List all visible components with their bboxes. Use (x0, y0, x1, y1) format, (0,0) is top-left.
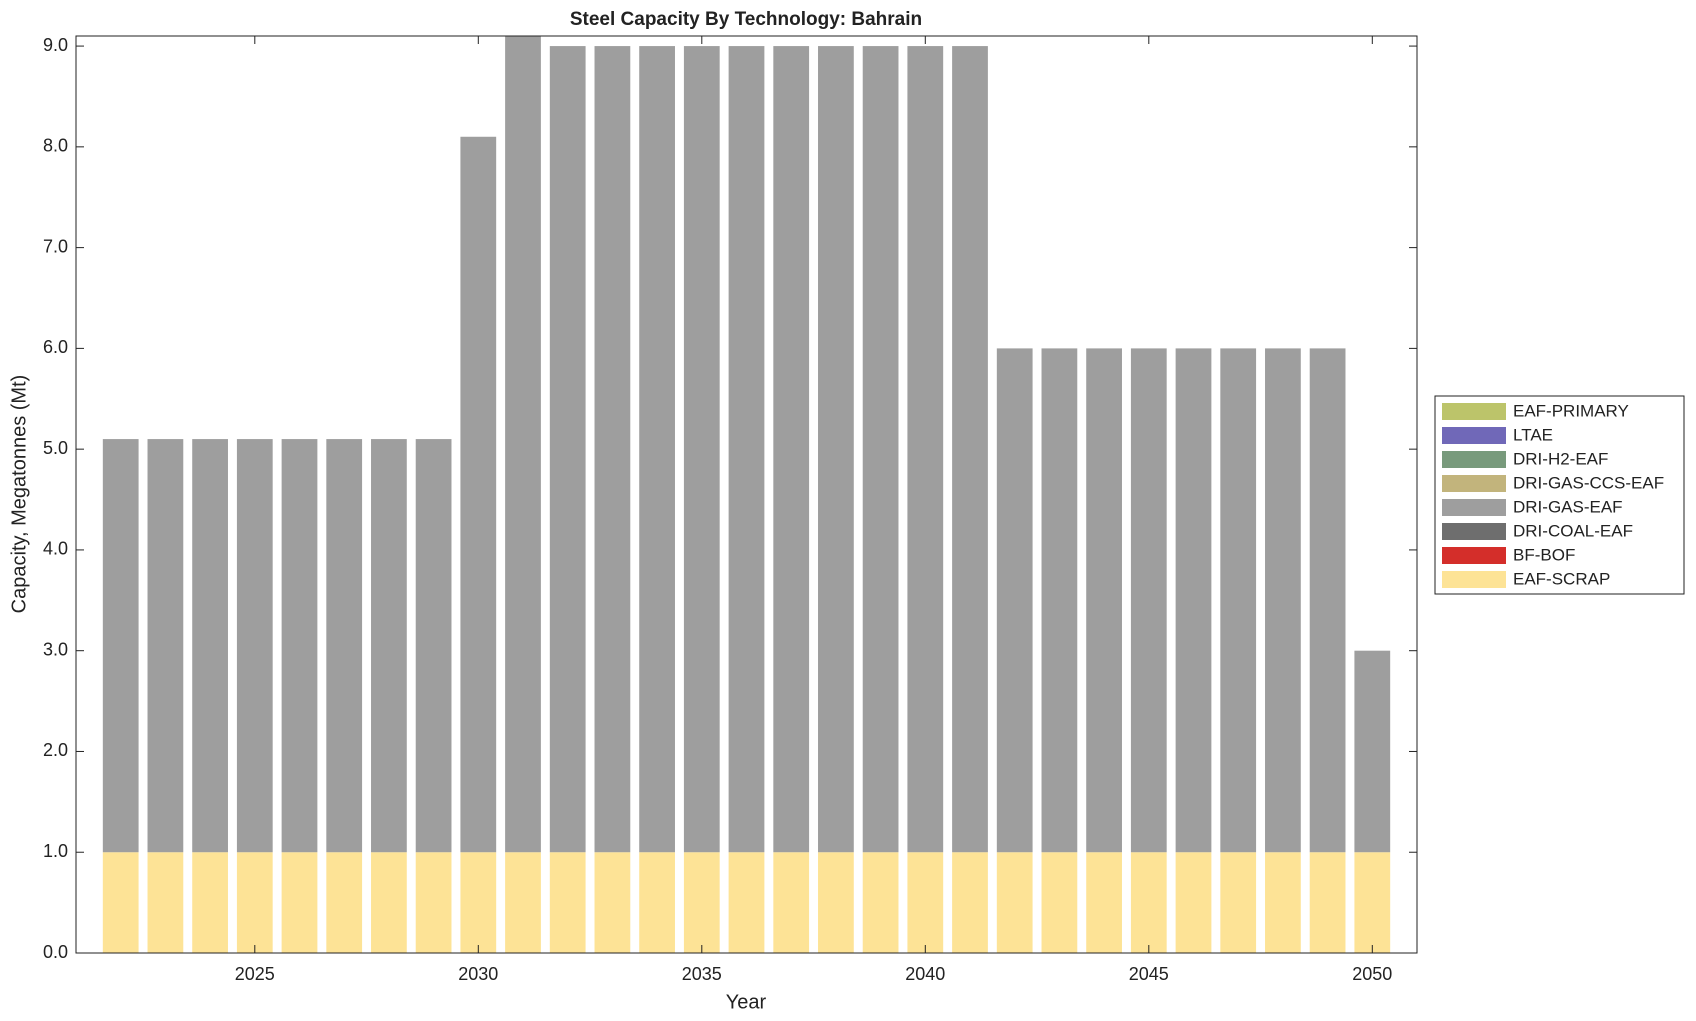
x-tick-label: 2035 (682, 964, 722, 984)
bar-segment (192, 439, 228, 853)
bar-segment (639, 46, 675, 853)
bar-segment (1175, 852, 1212, 953)
legend-swatch (1442, 499, 1506, 516)
bar-segment (1309, 348, 1346, 853)
bar-segment (907, 852, 944, 953)
bar-segment (818, 46, 854, 853)
bar-segment (594, 46, 631, 853)
bar-segment (952, 852, 988, 953)
bar-segment (192, 852, 228, 953)
bar-segment (818, 852, 854, 953)
x-tick-label: 2045 (1129, 964, 1169, 984)
bar-segment (1086, 852, 1122, 953)
bar-segment (281, 852, 318, 953)
legend-swatch (1442, 403, 1506, 420)
bar-segment (683, 46, 720, 853)
bar-segment (1041, 348, 1078, 853)
bar-segment (236, 439, 273, 853)
bar-segment (147, 439, 184, 853)
bar-segment (326, 439, 363, 853)
x-tick-label: 2050 (1352, 964, 1392, 984)
plot-frame (75, 35, 1418, 954)
legend-label: LTAE (1513, 425, 1553, 444)
bar-segment (505, 852, 541, 953)
y-tick-label: 5.0 (43, 438, 68, 458)
y-tick-label: 2.0 (43, 740, 68, 760)
bar-segment (594, 852, 631, 953)
legend-label: DRI-H2-EAF (1513, 449, 1608, 468)
x-tick-label: 2040 (905, 964, 945, 984)
bar-segment (281, 439, 318, 853)
bar-segment (728, 46, 765, 853)
bar-segment (952, 46, 988, 853)
bar-segment (1354, 852, 1391, 953)
bar-segment (1354, 650, 1391, 853)
y-tick-label: 6.0 (43, 337, 68, 357)
bar-segment (505, 36, 541, 853)
bar-segment (996, 348, 1033, 853)
bar-segment (460, 136, 497, 853)
legend-swatch (1442, 547, 1506, 564)
y-tick-label: 1.0 (43, 841, 68, 861)
bar-segment (1086, 348, 1122, 853)
bar-segment (147, 852, 184, 953)
bar-segment (236, 852, 273, 953)
bar-segment (1041, 852, 1078, 953)
bar-segment (415, 439, 452, 853)
y-tick-label: 8.0 (43, 136, 68, 156)
legend-swatch (1442, 523, 1506, 540)
bar-segment (371, 439, 407, 853)
legend-label: EAF-PRIMARY (1513, 401, 1629, 420)
y-tick-label: 7.0 (43, 236, 68, 256)
bar-segment (862, 852, 899, 953)
y-tick-label: 9.0 (43, 35, 68, 55)
bar-segment (1175, 348, 1212, 853)
legend-swatch (1442, 475, 1506, 492)
legend-label: DRI-COAL-EAF (1513, 521, 1633, 540)
bar-segment (326, 852, 363, 953)
y-axis-label: Capacity, Megatonnes (Mt) (8, 375, 30, 614)
y-tick-label: 4.0 (43, 539, 68, 559)
bar-segment (773, 852, 810, 953)
legend-label: BF-BOF (1513, 545, 1575, 564)
bar-segment (907, 46, 944, 853)
x-axis-label: Year (726, 991, 767, 1013)
legend-label: DRI-GAS-EAF (1513, 497, 1623, 516)
bar-segment (371, 852, 407, 953)
bar-segment (1265, 348, 1301, 853)
bar-segment (773, 46, 810, 853)
chart-title: Steel Capacity By Technology: Bahrain (570, 9, 922, 30)
bar-segment (639, 852, 675, 953)
x-tick-label: 2025 (235, 964, 275, 984)
y-tick-label: 0.0 (43, 942, 68, 962)
bar-segment (1220, 348, 1257, 853)
bar-segment (415, 852, 452, 953)
bar-segment (460, 852, 497, 953)
bar-segment (102, 439, 139, 853)
y-tick-label: 3.0 (43, 639, 68, 659)
bar-segment (996, 852, 1033, 953)
bar-segment (549, 852, 586, 953)
legend-swatch (1442, 451, 1506, 468)
bar-segment (1309, 852, 1346, 953)
bar-segment (728, 852, 765, 953)
bar-segment (1130, 348, 1167, 853)
legend-label: DRI-GAS-CCS-EAF (1513, 473, 1664, 492)
bar-segment (102, 852, 139, 953)
x-tick-label: 2030 (458, 964, 498, 984)
bar-segment (1130, 852, 1167, 953)
legend-swatch (1442, 427, 1506, 444)
bar-segment (549, 46, 586, 853)
legend-label: EAF-SCRAP (1513, 569, 1610, 588)
bar-segment (1220, 852, 1257, 953)
bar-segment (1265, 852, 1301, 953)
legend-swatch (1442, 571, 1506, 588)
bar-segment (683, 852, 720, 953)
bar-segment (862, 46, 899, 853)
